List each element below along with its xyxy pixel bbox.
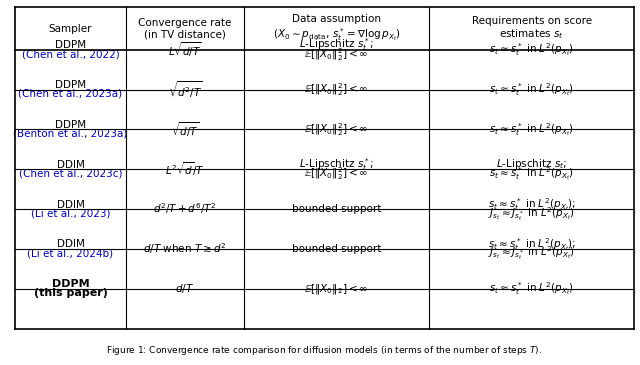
Text: (this paper): (this paper) [33, 288, 108, 298]
Text: Sampler: Sampler [49, 23, 92, 34]
Text: DDPM: DDPM [52, 279, 90, 289]
Text: $\sqrt{d/T}$: $\sqrt{d/T}$ [171, 120, 199, 139]
Text: $s_t \approx s_t^*$ in $L^2(p_{X_t})$: $s_t \approx s_t^*$ in $L^2(p_{X_t})$ [489, 121, 574, 138]
Text: $s_t \approx s_t^*$ in $L^2(p_{X_t})$;: $s_t \approx s_t^*$ in $L^2(p_{X_t})$; [488, 236, 575, 253]
Text: $s_t \approx s_t^*$ in $L^2(p_{X_t})$: $s_t \approx s_t^*$ in $L^2(p_{X_t})$ [489, 280, 574, 297]
Text: $d/T$ when $T \gtrsim d^2$: $d/T$ when $T \gtrsim d^2$ [143, 241, 227, 256]
Text: $\mathbb{E}[\|X_0\|_2^2] < \infty$: $\mathbb{E}[\|X_0\|_2^2] < \infty$ [305, 81, 369, 98]
Text: Figure 1: Convergence rate comparison for diffusion models (in terms of the numb: Figure 1: Convergence rate comparison fo… [106, 344, 542, 357]
Text: DDPM: DDPM [55, 120, 86, 130]
Text: DDPM: DDPM [55, 40, 86, 50]
Text: bounded support: bounded support [292, 204, 381, 214]
Text: $J_{s_t} \approx J_{s_t^*}$ in $L^2(p_{X_t})$: $J_{s_t} \approx J_{s_t^*}$ in $L^2(p_{X… [488, 245, 575, 262]
Text: $d^2/T + d^6/T^2$: $d^2/T + d^6/T^2$ [153, 201, 217, 216]
Text: DDPM: DDPM [55, 80, 86, 90]
Text: $L$-Lipschitz $s_t^*$;: $L$-Lipschitz $s_t^*$; [299, 36, 374, 53]
Text: $J_{s_t} \approx J_{s_t^*}$ in $L^2(p_{X_t})$: $J_{s_t} \approx J_{s_t^*}$ in $L^2(p_{X… [488, 205, 575, 223]
Text: $s_t \approx s_t^*$ in $L^2(p_{X_t})$;: $s_t \approx s_t^*$ in $L^2(p_{X_t})$; [488, 196, 575, 213]
Text: $s_t \approx s_t^*$ in $L^2(p_{X_t})$: $s_t \approx s_t^*$ in $L^2(p_{X_t})$ [489, 41, 574, 58]
Text: DDIM: DDIM [56, 160, 84, 170]
Text: $L\sqrt{d/T}$: $L\sqrt{d/T}$ [168, 41, 202, 59]
Text: Requirements on score
estimates $s_t$: Requirements on score estimates $s_t$ [472, 16, 591, 41]
Text: (Li et al., 2023): (Li et al., 2023) [31, 208, 110, 218]
Text: $\sqrt{d^2/T}$: $\sqrt{d^2/T}$ [168, 80, 202, 100]
Text: $\mathbb{E}[\|X_0\|_2^2] < \infty$: $\mathbb{E}[\|X_0\|_2^2] < \infty$ [305, 166, 369, 182]
Text: (Chen et al., 2023a): (Chen et al., 2023a) [19, 89, 122, 99]
Text: DDIM: DDIM [56, 239, 84, 249]
Text: $L$-Lipschitz $s_t^*$;: $L$-Lipschitz $s_t^*$; [299, 156, 374, 173]
Text: $s_t \approx s_t^*$ in $L^2(p_{X_t})$: $s_t \approx s_t^*$ in $L^2(p_{X_t})$ [489, 81, 574, 98]
Text: $\mathbb{E}[\|X_0\|_2^2] < \infty$: $\mathbb{E}[\|X_0\|_2^2] < \infty$ [305, 46, 369, 63]
Text: Data assumption
($X_0 \sim p_{\mathrm{data}},\, s_t^* = \nabla \log p_{X_t}$): Data assumption ($X_0 \sim p_{\mathrm{da… [273, 14, 401, 43]
Text: (Chen et al., 2023c): (Chen et al., 2023c) [19, 169, 122, 178]
Text: $L^2\sqrt{d}/T$: $L^2\sqrt{d}/T$ [165, 160, 205, 178]
Text: $\mathbb{E}[\|X_0\|_2] < \infty$: $\mathbb{E}[\|X_0\|_2] < \infty$ [305, 282, 369, 296]
Text: Convergence rate
(in TV distance): Convergence rate (in TV distance) [138, 18, 232, 39]
Text: $s_t \approx s_t^*$ in $L^2(p_{X_t})$: $s_t \approx s_t^*$ in $L^2(p_{X_t})$ [489, 165, 574, 182]
Text: $\mathbb{E}[\|X_0\|_2^2] < \infty$: $\mathbb{E}[\|X_0\|_2^2] < \infty$ [305, 121, 369, 138]
Text: (Li et al., 2024b): (Li et al., 2024b) [28, 248, 113, 258]
Text: bounded support: bounded support [292, 244, 381, 254]
Text: (Chen et al., 2022): (Chen et al., 2022) [22, 49, 120, 59]
Text: $L$-Lipschitz $s_t$;: $L$-Lipschitz $s_t$; [496, 157, 567, 172]
Text: DDIM: DDIM [56, 200, 84, 210]
Text: $d/T$: $d/T$ [175, 282, 195, 295]
Text: (Benton et al., 2023a): (Benton et al., 2023a) [13, 129, 128, 139]
